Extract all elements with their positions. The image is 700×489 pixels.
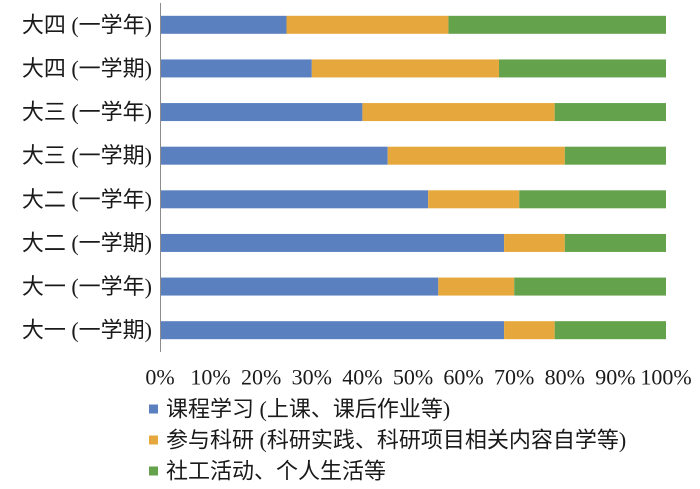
bar-segment-s3-r1 [448, 15, 666, 34]
bar-segment-s1-r7 [160, 277, 439, 296]
legend-label: 参与科研 (科研实践、科研项目相关内容自学等) [166, 428, 626, 453]
x-tick-label-4: 40% [342, 365, 382, 390]
legend-item-1: 课程学习 (上课、课后作业等) [149, 397, 450, 422]
bar-segment-s1-r1 [160, 15, 287, 34]
x-tick-label-7: 70% [494, 365, 534, 390]
bars-group [160, 15, 666, 340]
bar-segment-s2-r3 [362, 103, 555, 122]
legend-swatch [149, 466, 158, 476]
x-tick-label-8: 80% [545, 365, 585, 390]
category-label-1: 大四 (一学年) [22, 12, 152, 37]
bar-segment-s1-r5 [160, 190, 429, 209]
x-tick-label-3: 30% [292, 365, 332, 390]
bar-segment-s2-r1 [286, 15, 449, 34]
bar-segment-s2-r8 [504, 321, 555, 340]
bar-segment-s1-r6 [160, 233, 505, 252]
category-label-8: 大一 (一学期) [22, 318, 152, 343]
bar-segment-s2-r7 [438, 277, 515, 296]
x-tick-labels-group: 0% 10% 20% 30% 40% 50% 60% 70% 80% 90% 100% [145, 365, 691, 390]
bar-segment-s3-r6 [564, 233, 666, 252]
x-tick-label-1: 10% [190, 365, 230, 390]
bar-segment-s2-r2 [311, 59, 500, 78]
legend-label: 社工活动、个人生活等 [166, 459, 386, 484]
legend-swatch [149, 435, 158, 445]
legend: 课程学习 (上课、课后作业等) 参与科研 (科研实践、科研项目相关内容自学等) 社工… [149, 397, 626, 484]
bar-segment-s3-r8 [554, 321, 666, 340]
category-label-5: 大二 (一学年) [22, 187, 152, 212]
bar-segment-s3-r7 [514, 277, 666, 296]
legend-swatch [149, 404, 158, 414]
x-tick-label-5: 50% [393, 365, 433, 390]
bar-segment-s2-r6 [504, 233, 565, 252]
bar-segment-s3-r3 [554, 103, 666, 122]
bar-segment-s3-r4 [564, 146, 666, 165]
bar-segment-s1-r3 [160, 103, 363, 122]
bar-segment-s2-r5 [428, 190, 520, 209]
x-tick-label-9: 90% [595, 365, 635, 390]
x-tick-label-0: 0% [145, 365, 174, 390]
bar-segment-s1-r8 [160, 321, 505, 340]
legend-item-3: 社工活动、个人生活等 [149, 459, 386, 484]
legend-label: 课程学习 (上课、课后作业等) [166, 397, 450, 422]
category-label-6: 大二 (一学期) [22, 230, 152, 255]
category-label-3: 大三 (一学年) [22, 100, 152, 125]
category-label-7: 大一 (一学年) [22, 274, 152, 299]
bar-segment-s3-r5 [519, 190, 666, 209]
category-label-2: 大四 (一学期) [22, 56, 152, 81]
bar-segment-s2-r4 [387, 146, 565, 165]
x-tick-label-10: 100% [640, 365, 691, 390]
category-label-4: 大三 (一学期) [22, 143, 152, 168]
bar-segment-s3-r2 [499, 59, 666, 78]
x-tick-label-2: 20% [241, 365, 281, 390]
x-tick-label-6: 60% [443, 365, 483, 390]
bar-segment-s1-r2 [160, 59, 312, 78]
legend-item-2: 参与科研 (科研实践、科研项目相关内容自学等) [149, 428, 626, 453]
bar-segment-s1-r4 [160, 146, 388, 165]
category-labels-group: 大四 (一学年) 大四 (一学期) 大三 (一学年) 大三 (一学期) 大二 (一学年)… [22, 12, 152, 342]
